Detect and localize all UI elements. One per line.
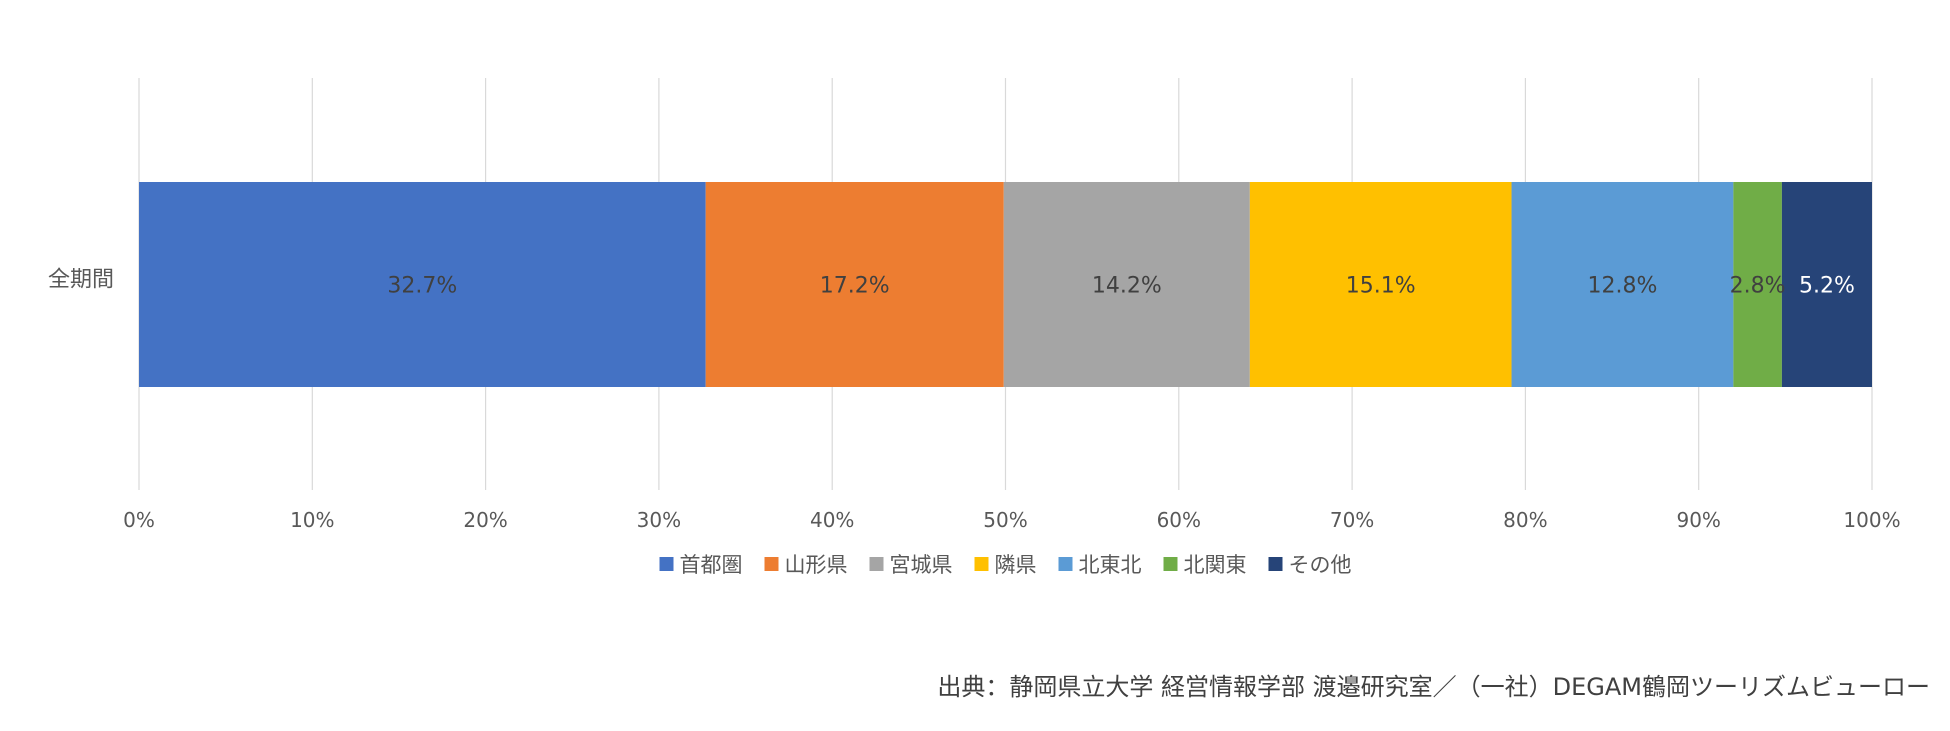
x-axis-ticks: 0% 10% 20% 30% 40% 50% 60% 70% 80% 90% 100% xyxy=(123,508,1900,532)
data-labels: 32.7% 17.2% 14.2% 15.1% 12.8% 2.8% 5.2% xyxy=(387,274,1854,299)
legend: 首都圏 山形県 宮城県 隣県 北東北 北関東 その他 xyxy=(659,553,1352,577)
category-axis: 全期間 xyxy=(48,268,114,293)
bar-segment xyxy=(1511,182,1734,387)
x-tick-label: 60% xyxy=(1157,508,1201,532)
x-tick-label: 90% xyxy=(1676,508,1720,532)
bar-segment xyxy=(1733,182,1782,387)
stacked-bar xyxy=(139,182,1872,387)
x-tick-label: 20% xyxy=(463,508,507,532)
data-label: 17.2% xyxy=(820,274,890,299)
x-tick-label: 40% xyxy=(810,508,854,532)
legend-swatch xyxy=(974,557,989,571)
legend-swatch xyxy=(1268,557,1283,571)
data-label: 12.8% xyxy=(1588,274,1658,299)
x-tick-label: 0% xyxy=(123,508,155,532)
data-label: 15.1% xyxy=(1346,274,1416,299)
legend-swatch xyxy=(659,557,674,571)
source-note: 出典：静岡県立大学 経営情報学部 渡邉研究室／（一社）DEGAM鶴岡ツーリズムビ… xyxy=(937,673,1930,701)
legend-label: 山形県 xyxy=(785,553,848,577)
x-tick-label: 30% xyxy=(637,508,681,532)
x-tick-label: 70% xyxy=(1330,508,1374,532)
data-label: 32.7% xyxy=(387,274,457,299)
legend-label: その他 xyxy=(1289,553,1352,577)
legend-label: 北東北 xyxy=(1079,553,1142,577)
x-tick-label: 80% xyxy=(1503,508,1547,532)
x-tick-label: 100% xyxy=(1843,508,1900,532)
legend-swatch xyxy=(1163,557,1178,571)
data-label: 14.2% xyxy=(1092,274,1162,299)
legend-swatch xyxy=(869,557,884,571)
legend-label: 首都圏 xyxy=(680,553,743,577)
legend-swatch xyxy=(764,557,779,571)
category-label: 全期間 xyxy=(48,268,114,293)
legend-swatch xyxy=(1058,557,1073,571)
legend-label: 北関東 xyxy=(1184,553,1247,577)
legend-label: 隣県 xyxy=(995,553,1037,577)
x-tick-label: 10% xyxy=(290,508,334,532)
bar-segment xyxy=(705,182,1004,387)
legend-label: 宮城県 xyxy=(890,553,953,577)
x-tick-label: 50% xyxy=(983,508,1027,532)
bar-segment xyxy=(1003,182,1250,387)
data-label: 5.2% xyxy=(1799,274,1855,299)
bar-segment xyxy=(1249,182,1512,387)
bar-segment xyxy=(139,182,706,387)
data-label: 2.8% xyxy=(1730,274,1786,299)
bar-segment xyxy=(1781,182,1872,387)
